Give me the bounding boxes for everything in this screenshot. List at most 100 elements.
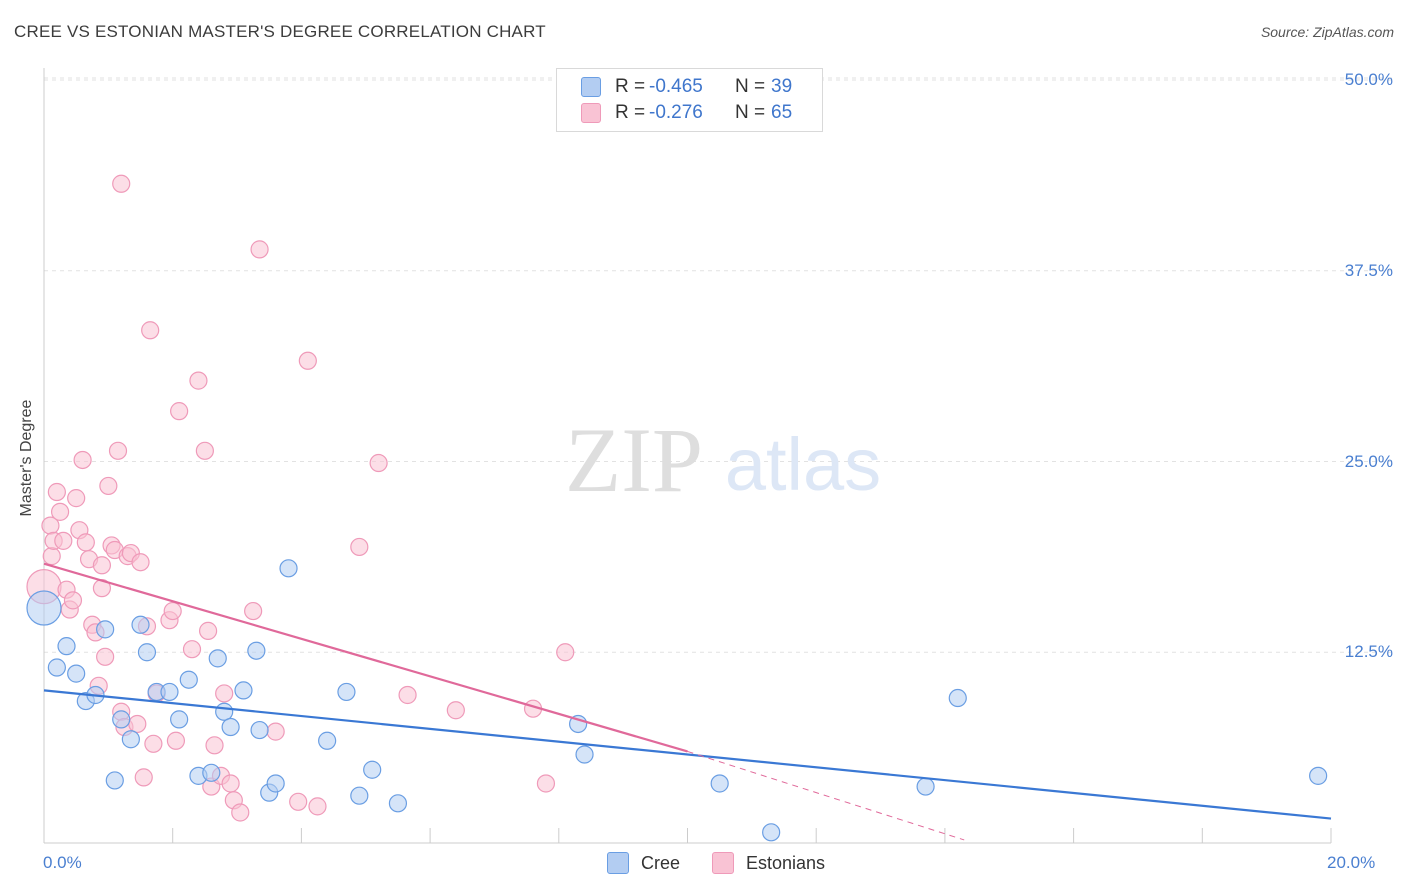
estonians-point — [266, 722, 285, 741]
estonians-point — [250, 240, 269, 259]
estonians-swatch — [581, 103, 601, 123]
cree-point — [170, 710, 189, 729]
cree-point — [121, 730, 140, 749]
x-tick-max: 20.0% — [1327, 853, 1376, 872]
cree-point — [202, 763, 221, 782]
watermark-zip: ZIP — [565, 409, 703, 511]
estonians-point — [73, 450, 92, 470]
cree-point — [266, 774, 285, 793]
cree-point — [112, 710, 131, 729]
estonians-trend-extension — [687, 750, 965, 841]
cree-point — [575, 745, 594, 764]
estonians-point — [92, 556, 112, 575]
cree-point — [250, 720, 269, 740]
estonians-point — [215, 684, 234, 703]
estonians-swatch — [712, 852, 734, 874]
estonians-trend-line — [43, 562, 688, 753]
estonians-point — [198, 621, 218, 640]
cree-swatch — [581, 77, 601, 97]
legend-r-value: -0.276 — [649, 102, 703, 123]
cree-point — [337, 682, 356, 702]
estonians-point — [144, 734, 163, 753]
cree-point — [388, 794, 408, 813]
estonians-point — [195, 441, 214, 460]
estonians-point — [556, 643, 575, 662]
estonians-point — [536, 774, 556, 793]
estonians-point — [244, 601, 263, 621]
legend-n-label: N = — [735, 76, 766, 97]
estonians-point — [308, 797, 327, 816]
bottom-legend-cree-label: Cree — [641, 852, 681, 873]
cree-point — [215, 702, 234, 721]
bottom-legend-estonians-label: Estonians — [746, 852, 826, 873]
legend-row-cree: R = -0.465 N = 39 — [581, 75, 792, 99]
estonians-point — [96, 647, 115, 666]
estonians-point — [221, 774, 240, 793]
estonians-point — [189, 371, 208, 390]
cree-point — [96, 620, 115, 639]
estonians-point — [398, 685, 417, 705]
estonians-point — [163, 601, 182, 621]
cree-trend-line — [43, 689, 1332, 820]
x-tick-min: 0.0% — [43, 853, 82, 872]
cree-point — [105, 771, 124, 790]
y-tick-label: 50.0% — [1344, 70, 1393, 89]
cree-point — [179, 670, 198, 689]
estonians-point — [67, 489, 86, 508]
cree-point — [363, 760, 382, 779]
grid-lines — [44, 77, 1394, 653]
estonians-point — [369, 453, 388, 473]
cree-point — [710, 774, 729, 793]
cree-point — [131, 615, 150, 634]
estonians-point — [298, 351, 317, 370]
axes — [43, 68, 1332, 844]
estonians-point — [63, 591, 83, 610]
bottom-legend-estonians: Estonians — [712, 852, 825, 874]
estonians-point — [182, 640, 202, 659]
cree-point — [916, 777, 935, 796]
cree-swatch — [607, 852, 629, 874]
estonians-point — [50, 502, 70, 521]
cree-point — [350, 786, 369, 805]
estonians-point — [99, 476, 118, 496]
cree-point — [318, 731, 337, 750]
estonians-point — [76, 533, 95, 552]
legend-r-value: -0.465 — [649, 76, 703, 97]
estonians-point — [54, 531, 73, 550]
cree-point — [57, 637, 76, 656]
y-tick-label: 25.0% — [1344, 451, 1393, 471]
estonians-point — [446, 701, 465, 720]
watermark-atlas: atlas — [725, 423, 881, 506]
y-tick-label: 37.5% — [1344, 260, 1393, 280]
chart-title: CREE VS ESTONIAN MASTER'S DEGREE CORRELA… — [14, 22, 546, 41]
source-label: Source: ZipAtlas.com — [1260, 24, 1394, 40]
estonians-point — [141, 321, 160, 340]
estonians-point — [47, 482, 66, 502]
cree-points — [26, 559, 1328, 842]
legend: R = -0.465 N = 39 R = -0.276 N = 65 — [556, 68, 823, 132]
cree-point — [160, 682, 179, 702]
estonians-point — [128, 714, 147, 734]
cree-point — [47, 658, 66, 677]
estonians-point — [350, 537, 369, 557]
watermark: ZIP atlas — [565, 409, 881, 511]
cree-point — [234, 681, 253, 700]
cree-point — [26, 590, 62, 626]
estonians-point — [166, 731, 186, 750]
cree-point — [208, 649, 227, 668]
legend-n-value: 65 — [771, 102, 793, 123]
estonians-point — [170, 402, 189, 421]
cree-point — [221, 717, 240, 737]
cree-point — [1309, 766, 1328, 785]
y-tick-label: 12.5% — [1344, 642, 1393, 662]
legend-r-label: R = — [615, 76, 646, 97]
estonians-points — [26, 174, 575, 822]
legend-r-label: R = — [615, 102, 646, 123]
bottom-legend-cree: Cree — [607, 852, 680, 874]
estonians-point — [131, 553, 150, 572]
cree-point — [762, 823, 781, 842]
cree-point — [67, 664, 86, 683]
legend-row-estonians: R = -0.276 N = 65 — [581, 101, 792, 125]
trend-lines — [43, 562, 1332, 841]
